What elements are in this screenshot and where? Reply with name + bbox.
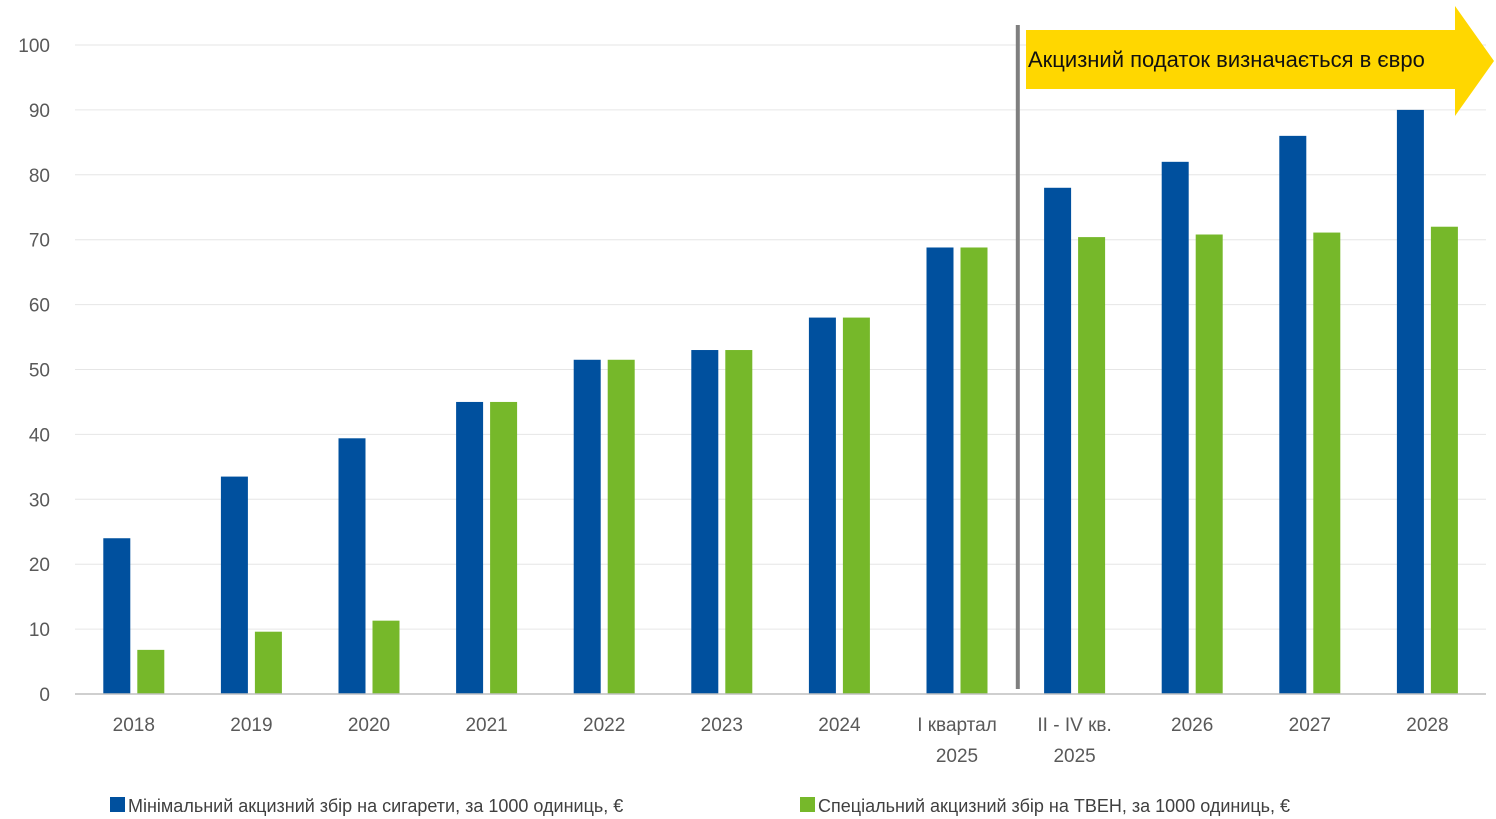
bar-cigarettes	[1044, 187, 1072, 694]
bar-cigarettes	[808, 317, 836, 694]
annotations: Акцизний податок визначається в євро	[1015, 6, 1494, 689]
x-tick-label: I квартал	[917, 715, 997, 736]
x-tick-label: 2026	[1171, 715, 1213, 736]
y-tick-label: 10	[29, 620, 50, 641]
bar-heated-tobacco	[1078, 237, 1106, 694]
y-tick-label: 80	[29, 166, 50, 187]
bar-cigarettes	[220, 476, 248, 694]
legend-item-heated-tobacco: Спеціальний акцизний збір на ТВЕН, за 10…	[818, 796, 1290, 816]
bar-cigarettes	[1279, 135, 1307, 695]
x-tick-label: 2025	[1053, 746, 1095, 767]
bar-heated-tobacco	[960, 247, 988, 694]
gridlines	[75, 44, 1486, 630]
x-tick-label: 2022	[583, 715, 625, 736]
legend: Мінімальний акцизний збір на сигарети, з…	[110, 796, 1290, 816]
bar-heated-tobacco	[725, 350, 753, 694]
bars	[103, 109, 1458, 695]
bar-heated-tobacco	[372, 620, 400, 694]
x-tick-label: 2021	[465, 715, 507, 736]
y-tick-label: 30	[29, 490, 50, 511]
y-tick-label: 40	[29, 425, 50, 446]
bar-cigarettes	[1396, 109, 1424, 694]
bar-heated-tobacco	[254, 631, 282, 694]
bar-heated-tobacco	[842, 317, 870, 694]
bar-heated-tobacco	[607, 359, 635, 694]
bar-cigarettes	[573, 359, 601, 694]
y-tick-label: 60	[29, 296, 50, 317]
bar-heated-tobacco	[490, 401, 518, 694]
bar-heated-tobacco	[137, 649, 165, 694]
bar-cigarettes	[338, 438, 366, 694]
bar-heated-tobacco	[1313, 232, 1341, 694]
x-tick-label: 2027	[1289, 715, 1331, 736]
bar-cigarettes	[1161, 161, 1189, 694]
bar-heated-tobacco	[1430, 226, 1458, 694]
y-tick-label: 0	[39, 685, 50, 706]
bar-cigarettes	[926, 247, 954, 694]
y-tick-label: 70	[29, 231, 50, 252]
x-tick-label: 2018	[113, 715, 155, 736]
legend-item-cigarettes: Мінімальний акцизний збір на сигарети, з…	[128, 796, 623, 816]
y-tick-label: 90	[29, 101, 50, 122]
x-tick-label: 2025	[936, 746, 978, 767]
x-tick-label: 2023	[701, 715, 743, 736]
banner-text: Акцизний податок визначається в євро	[1028, 47, 1425, 72]
legend-swatch	[110, 797, 125, 812]
bar-heated-tobacco	[1195, 234, 1223, 694]
axes: 0 10 20 30 40 50 60 70 80 90 100 2018 2019 2020 2021 20…	[18, 36, 1486, 767]
bar-cigarettes	[103, 538, 131, 694]
x-tick-label: 2019	[230, 715, 272, 736]
y-tick-label: 20	[29, 555, 50, 576]
y-tick-label: 100	[18, 36, 50, 57]
y-tick-label: 50	[29, 361, 50, 382]
legend-swatch	[800, 797, 815, 812]
x-tick-label: II - IV кв.	[1037, 715, 1111, 736]
banner-arrow	[1026, 6, 1494, 116]
x-tick-label: 2024	[818, 715, 861, 736]
x-tick-label: 2020	[348, 715, 390, 736]
bar-cigarettes	[456, 401, 484, 694]
bar-cigarettes	[691, 350, 719, 694]
x-tick-label: 2028	[1406, 715, 1448, 736]
